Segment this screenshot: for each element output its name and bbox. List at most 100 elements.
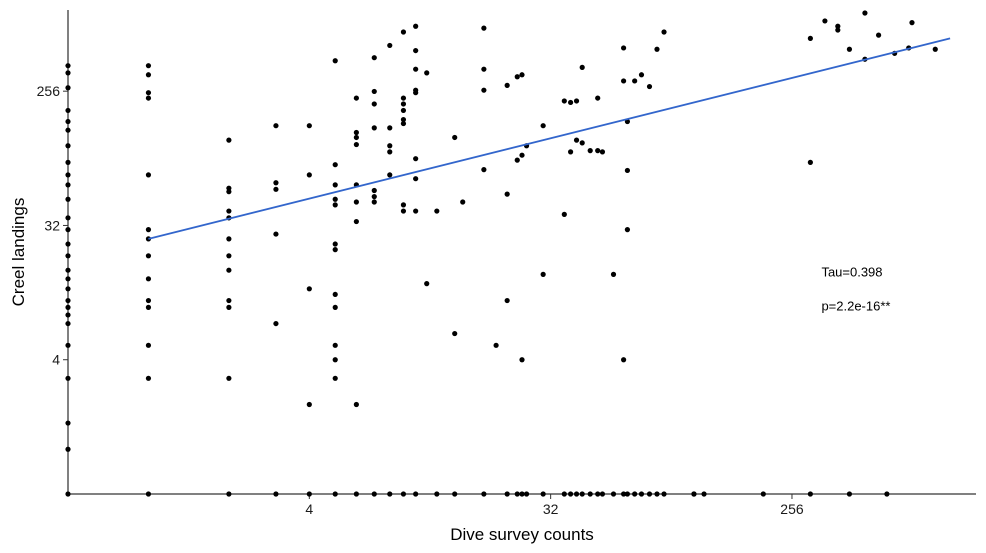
data-point: [595, 147, 601, 154]
data-point: [332, 375, 338, 381]
data-point: [493, 342, 499, 348]
data-point: [353, 134, 359, 141]
data-point: [638, 491, 645, 497]
data-point: [65, 297, 71, 304]
tau-annotation: Tau=0.398: [821, 265, 882, 280]
data-point: [481, 87, 487, 93]
data-point: [595, 491, 601, 497]
data-point: [514, 74, 520, 80]
data-point: [460, 199, 466, 205]
data-point: [332, 182, 338, 188]
data-point: [306, 286, 312, 292]
data-point: [371, 55, 377, 61]
data-point: [332, 291, 338, 298]
data-point: [332, 304, 338, 310]
data-point: [400, 29, 407, 35]
data-point: [424, 281, 430, 287]
data-point: [273, 231, 279, 237]
data-point: [226, 253, 232, 259]
data-point: [226, 236, 232, 242]
data-point: [273, 180, 279, 186]
data-point: [835, 27, 841, 33]
data-point: [691, 491, 697, 497]
data-point: [145, 172, 152, 178]
data-point: [884, 491, 890, 497]
data-point: [353, 491, 359, 497]
data-point: [65, 118, 71, 125]
data-point: [353, 401, 359, 408]
data-point: [145, 304, 152, 310]
data-point: [145, 276, 152, 282]
data-point: [519, 357, 525, 363]
data-point: [646, 83, 653, 90]
data-point: [65, 342, 71, 348]
data-point: [561, 491, 567, 497]
data-point: [65, 127, 71, 133]
data-point: [400, 101, 407, 107]
data-point: [65, 420, 71, 426]
data-point: [65, 63, 71, 69]
data-point: [807, 159, 813, 165]
data-point: [481, 491, 487, 497]
data-point: [413, 156, 419, 162]
data-point: [332, 342, 338, 348]
data-point: [624, 227, 631, 233]
data-point: [65, 227, 71, 233]
data-point: [332, 247, 338, 253]
data-point: [595, 95, 601, 101]
data-point: [519, 72, 525, 78]
data-point: [621, 45, 627, 51]
data-point: [519, 491, 525, 497]
data-point: [573, 491, 580, 497]
data-point: [371, 199, 377, 205]
data-point: [567, 149, 574, 155]
data-point: [353, 129, 359, 136]
data-point: [424, 70, 430, 76]
data-point: [65, 196, 71, 202]
data-point: [835, 23, 841, 29]
data-point: [654, 46, 660, 52]
data-point: [701, 491, 707, 497]
data-point: [226, 267, 232, 273]
data-point: [807, 35, 813, 41]
data-point: [621, 357, 627, 363]
data-point: [587, 491, 593, 497]
data-point: [353, 199, 359, 205]
data-point: [387, 172, 393, 178]
data-point: [621, 491, 627, 497]
data-point: [65, 491, 71, 497]
data-point: [226, 137, 232, 143]
y-tick-label: 4: [52, 352, 60, 368]
data-point: [65, 446, 71, 452]
data-point: [587, 147, 593, 154]
data-point: [413, 208, 419, 214]
data-point: [932, 46, 938, 52]
data-point: [332, 241, 338, 247]
data-point: [332, 491, 338, 497]
data-point: [273, 186, 279, 192]
data-point: [332, 357, 338, 363]
data-point: [661, 491, 667, 497]
data-point: [504, 191, 510, 197]
data-point: [371, 101, 377, 107]
data-point: [646, 491, 653, 497]
data-point: [65, 172, 71, 178]
x-ticks: 4 32 256: [305, 494, 804, 517]
data-point: [610, 271, 617, 277]
data-point: [504, 297, 510, 304]
data-point: [638, 72, 645, 78]
y-tick-label: 32: [44, 217, 60, 233]
data-point: [273, 123, 279, 129]
data-point: [579, 64, 585, 70]
data-point: [413, 87, 419, 93]
x-tick-label: 4: [305, 501, 313, 517]
y-ticks: 4 32 256: [37, 83, 68, 368]
data-point: [371, 194, 377, 200]
data-point: [661, 29, 667, 35]
data-point: [65, 241, 71, 247]
data-point: [226, 297, 232, 304]
data-point: [452, 491, 458, 497]
data-point: [226, 304, 232, 310]
data-point: [387, 42, 393, 49]
data-point: [452, 134, 458, 141]
